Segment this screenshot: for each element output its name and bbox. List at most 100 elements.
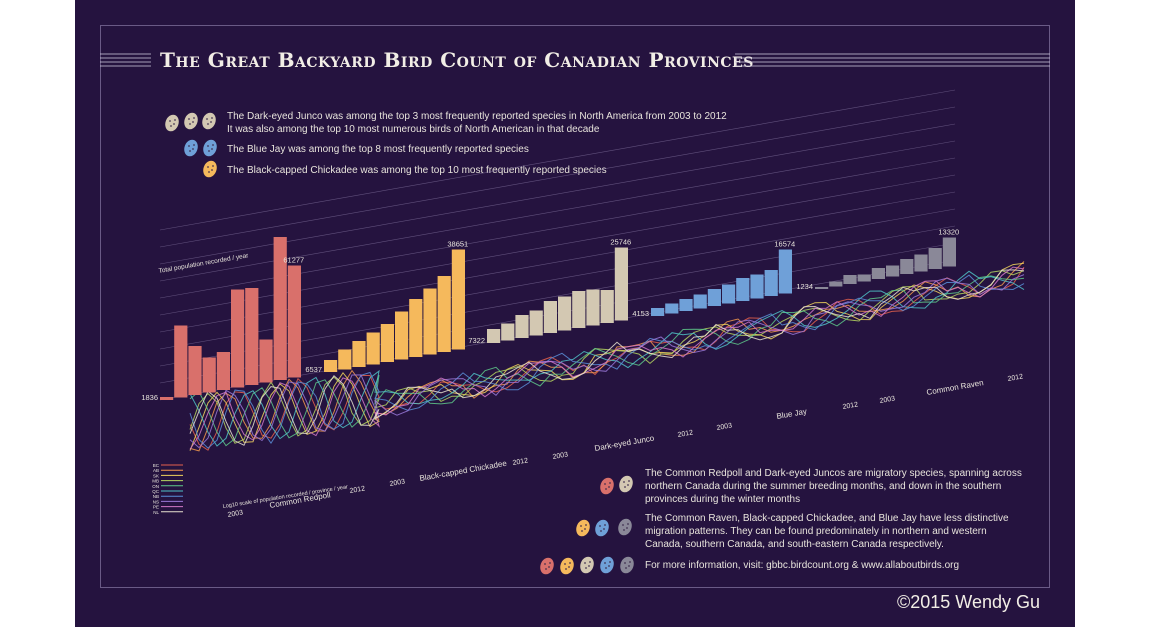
bar-junco (558, 296, 572, 331)
bar-start-label: 1234 (796, 282, 813, 291)
bluejay-egg-icon-shell (600, 556, 614, 574)
bar-bluejay (693, 294, 707, 309)
poster-background: The Great Backyard Bird Count of Canadia… (75, 0, 1075, 627)
chickadee-egg-icon-speck (564, 563, 566, 565)
axis-tick-label: 2003 (389, 478, 406, 488)
junco-egg-icon-speck (627, 484, 629, 486)
raven-egg-icon-speck (626, 527, 628, 529)
bar-redpoll (231, 289, 245, 388)
province-line-MB (189, 270, 1025, 444)
raven-egg-icon-speck (627, 523, 629, 525)
bar-junco (501, 323, 515, 341)
bluejay-egg-icon-speck (192, 148, 194, 150)
bar-chickadee (380, 324, 394, 363)
axis-tick-label: Black-capped Chickadee (419, 459, 508, 483)
bluejay-egg-icon-speck (208, 150, 210, 152)
axis-tick-label: 2003 (227, 509, 244, 519)
bluejay-egg-icon (600, 556, 614, 574)
bar-redpoll (245, 288, 259, 386)
axis-tick-label: 2012 (512, 457, 529, 467)
chickadee-egg-icon-speck (207, 166, 209, 168)
province-line-NS (189, 274, 1025, 449)
y-axis-label: Total population recorded / year (158, 252, 250, 275)
axis-tick-label: 2012 (842, 401, 859, 411)
chickadee-egg-icon-speck (581, 530, 583, 532)
bar-junco (600, 290, 614, 324)
bar-junco (586, 289, 600, 326)
raven-egg-icon-speck (629, 561, 631, 563)
junco-egg-icon-speck (192, 121, 194, 123)
legend-label: ON (152, 484, 159, 489)
bar-end-label: 38651 (447, 240, 468, 249)
bar-start-label: 6537 (305, 365, 322, 374)
bar-raven (900, 259, 914, 275)
redpoll-egg-icon-speck (544, 563, 546, 565)
bar-bluejay (750, 274, 764, 299)
axis-tick-label: Common Raven (926, 378, 984, 397)
axis-tick-label: Blue Jay (776, 407, 808, 421)
chickadee-egg-icon-shell (203, 160, 217, 178)
bar-redpoll (287, 265, 301, 378)
bar-chickadee (338, 349, 352, 370)
axis-tick-label: 2003 (716, 422, 733, 432)
bluejay-egg-icon-speck (212, 144, 214, 146)
legend-label: NS (153, 499, 159, 504)
chickadee-egg-icon-speck (212, 165, 214, 167)
junco-egg-icon-speck (623, 481, 625, 483)
redpoll-egg-icon-speck (545, 568, 547, 570)
redpoll-egg-icon-speck (604, 483, 606, 485)
bluejay-egg-icon-speck (604, 562, 606, 564)
bar-chickadee (409, 299, 423, 358)
junco-egg-icon (184, 112, 198, 130)
bar-redpoll (259, 339, 273, 383)
legend-label: NL (153, 510, 159, 515)
bar-junco (515, 315, 529, 339)
bar-start-label: 1836 (141, 393, 158, 402)
bar-chickadee (324, 360, 338, 372)
raven-egg-icon-speck (625, 567, 627, 569)
junco-egg-icon-speck (589, 561, 591, 563)
axis-tick-label: 2003 (879, 395, 896, 405)
junco-egg-icon-speck (211, 117, 213, 119)
raven-egg-icon-shell (618, 518, 632, 536)
bluejay-egg-icon (184, 139, 198, 157)
junco-egg-icon-speck (188, 118, 190, 120)
bar-end-label: 61277 (283, 256, 304, 265)
bluejay-egg-icon-speck (599, 525, 601, 527)
junco-egg-icon-speck (585, 567, 587, 569)
redpoll-egg-icon-shell (600, 477, 614, 495)
raven-egg-icon-speck (628, 565, 630, 567)
chickadee-egg-icon-shell (576, 519, 590, 537)
bar-bluejay (679, 299, 693, 312)
chickadee-egg-icon-speck (208, 171, 210, 173)
bar-redpoll (188, 346, 202, 396)
legend-label: NB (153, 494, 159, 499)
junco-egg-icon-shell (580, 556, 594, 574)
bar-chickadee (395, 311, 409, 360)
info-note: For more information, visit: gbbc.birdco… (645, 560, 960, 571)
bar-junco (614, 247, 628, 321)
chickadee-egg-icon (560, 557, 574, 575)
bar-raven (829, 281, 843, 287)
junco-egg-icon (619, 475, 633, 493)
bluejay-note: The Blue Jay was among the top 8 most fr… (227, 144, 529, 155)
copyright: ©2015 Wendy Gu (897, 592, 1041, 612)
province-line-NL (189, 269, 1025, 446)
legend-label: BC (153, 463, 160, 468)
bluejay-egg-icon-speck (603, 528, 605, 530)
junco-egg-icon-speck (169, 120, 171, 122)
bluejay-egg-icon (203, 139, 217, 157)
junco-egg-icon (202, 112, 216, 130)
bar-raven (815, 287, 829, 289)
junco-egg-icon (580, 556, 594, 574)
bar-bluejay (722, 284, 736, 304)
bluejay-egg-icon-speck (600, 530, 602, 532)
junco-egg-icon (165, 114, 179, 132)
axis-tick-label: 2003 (552, 451, 569, 461)
bluejay-egg-icon-speck (608, 565, 610, 567)
bar-junco (543, 301, 557, 334)
page-title: The Great Backyard Bird Count of Canadia… (160, 48, 754, 72)
poster-frame (100, 25, 1050, 588)
bluejay-egg-icon-speck (193, 144, 195, 146)
bar-redpoll (216, 352, 230, 391)
